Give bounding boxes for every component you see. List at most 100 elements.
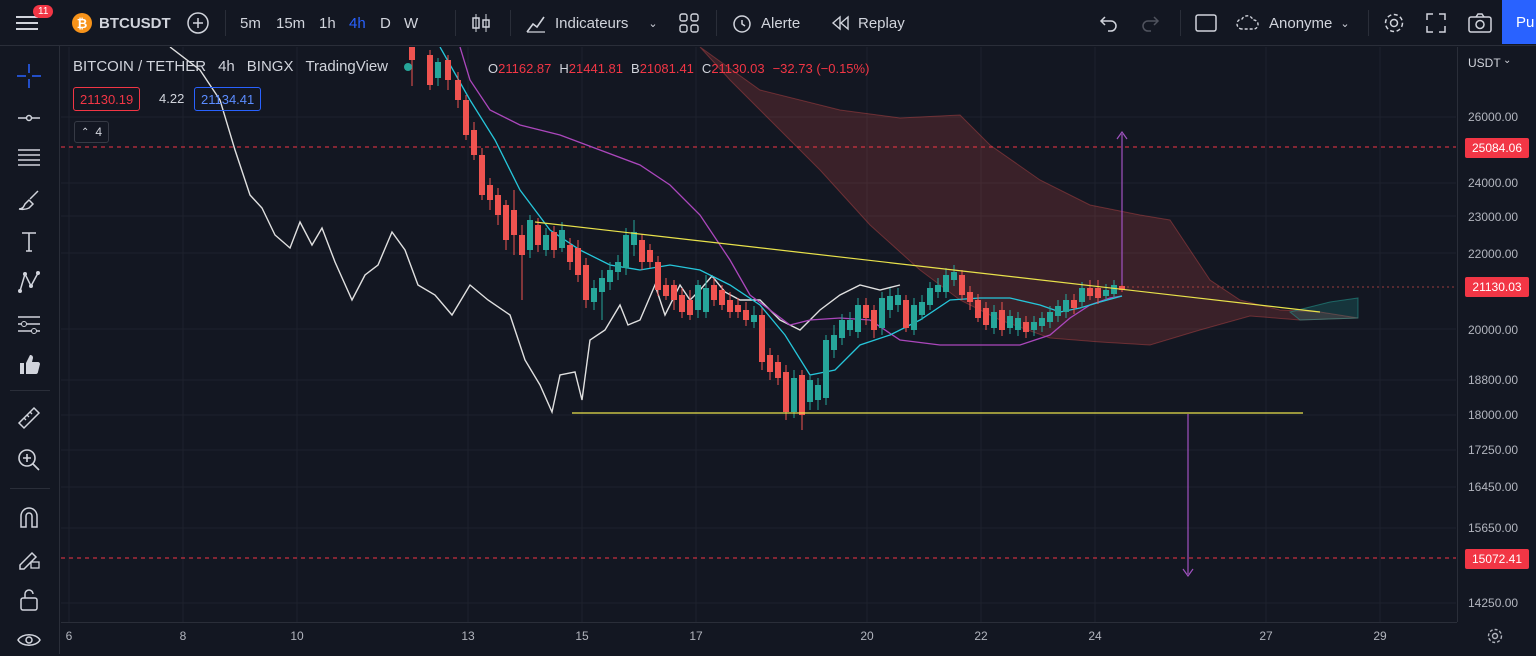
menu-icon[interactable] <box>14 0 40 46</box>
candle-body <box>1119 286 1125 290</box>
settings-gear-icon[interactable] <box>1382 0 1406 46</box>
candle-body <box>823 340 829 398</box>
pattern-icon[interactable] <box>13 266 45 298</box>
thumbs-up-icon[interactable] <box>13 348 45 380</box>
currency-label[interactable]: USDT <box>1468 56 1501 70</box>
candle-body <box>559 230 565 248</box>
publish-button[interactable]: Pu <box>1502 0 1536 44</box>
trend-line-icon[interactable] <box>13 102 45 134</box>
alert-button[interactable]: Alerte <box>731 0 800 46</box>
lock-icon[interactable] <box>13 584 45 616</box>
candle-body <box>695 285 701 310</box>
candle-body <box>445 60 451 80</box>
zoom-in-icon[interactable] <box>13 444 45 476</box>
candle-body <box>631 232 637 245</box>
open-value: 21162.87 <box>498 61 552 76</box>
y-tick: 16450.00 <box>1468 480 1519 494</box>
price-axis[interactable] <box>1457 47 1536 622</box>
candle-body <box>767 355 773 372</box>
undo-icon[interactable] <box>1097 0 1119 46</box>
candle-type-icon[interactable] <box>470 0 492 46</box>
drawing-toolbar <box>0 46 60 654</box>
candle-body <box>879 298 885 328</box>
candle-body <box>799 375 805 415</box>
timeframe-d[interactable]: D <box>380 14 391 32</box>
legend-source: TradingView <box>305 58 388 75</box>
candle-body <box>647 250 653 262</box>
replay-button[interactable]: Replay <box>830 0 905 46</box>
chevron-down-icon: ⌄ <box>1340 17 1350 30</box>
candle-body <box>1063 300 1069 312</box>
y-tick: 18800.00 <box>1468 373 1519 387</box>
timeframe-5m[interactable]: 5m <box>240 14 261 32</box>
price-chart[interactable] <box>61 47 1456 622</box>
timeframe-1h[interactable]: 1h <box>319 14 336 32</box>
account-label: Anonyme <box>1269 14 1333 32</box>
magnet-icon[interactable] <box>13 502 45 534</box>
candle-body <box>551 232 557 250</box>
eye-icon[interactable] <box>13 624 45 656</box>
axis-settings-gear-icon[interactable] <box>1486 627 1504 650</box>
upper-line-price-label: 25084.06 <box>1465 138 1529 158</box>
x-tick: 6 <box>65 629 73 643</box>
bitcoin-icon: ₿ <box>72 13 92 33</box>
brush-icon[interactable] <box>13 184 45 216</box>
market-open-dot-icon <box>404 62 412 71</box>
candle-body <box>1111 285 1117 294</box>
x-tick: 22 <box>974 629 988 643</box>
x-tick: 17 <box>689 629 703 643</box>
indicators-label: Indicateurs <box>555 14 629 32</box>
indicators-button[interactable]: Indicateurs ⌄ <box>525 0 658 46</box>
fullscreen-square-icon[interactable] <box>1194 0 1218 46</box>
candle-body <box>807 380 813 402</box>
timeframe-w[interactable]: W <box>404 14 419 32</box>
compare-symbol-icon[interactable] <box>186 0 210 46</box>
time-axis[interactable] <box>61 622 1457 654</box>
expand-icon[interactable] <box>1425 0 1447 46</box>
y-tick: 22000.00 <box>1468 247 1519 261</box>
change-value: −32.73 (−0.15%) <box>772 61 870 76</box>
lock-pencil-icon[interactable] <box>13 542 45 574</box>
buy-price-box[interactable]: 21134.41 <box>194 87 262 111</box>
ruler-icon[interactable] <box>13 402 45 434</box>
candle-body <box>895 295 901 305</box>
forecast-icon[interactable] <box>13 308 45 340</box>
candle-body <box>703 288 709 312</box>
candle-body <box>919 302 925 315</box>
candle-body <box>871 310 877 330</box>
candle-body <box>775 362 781 378</box>
timeframe-4h[interactable]: 4h <box>349 14 366 32</box>
candle-body <box>927 288 933 305</box>
crosshair-icon[interactable] <box>13 60 45 92</box>
top-toolbar: 11 ₿ BTCUSDT 5m 15m 1h 4h D W Indicateur… <box>0 0 1536 46</box>
candle-body <box>1015 318 1021 330</box>
symbol-search-button[interactable]: ₿ BTCUSDT <box>72 0 171 46</box>
candle-body <box>543 235 549 250</box>
alert-label: Alerte <box>761 14 801 32</box>
redo-icon[interactable] <box>1140 0 1162 46</box>
layout-grid-icon[interactable] <box>678 0 700 46</box>
candle-body <box>903 300 909 328</box>
sell-price-box[interactable]: 21130.19 <box>73 87 141 111</box>
candle-body <box>743 310 749 320</box>
candle-body <box>527 220 533 250</box>
chevron-up-icon: ⌃ <box>81 126 90 138</box>
timeframe-15m[interactable]: 15m <box>276 14 306 32</box>
indicators-collapse-toggle[interactable]: ⌃ 4 <box>74 121 110 143</box>
candle-body <box>1055 306 1061 316</box>
account-button[interactable]: Anonyme ⌄ <box>1235 0 1350 46</box>
fib-retracement-icon[interactable] <box>13 142 45 174</box>
alarm-clock-icon <box>733 15 751 33</box>
camera-icon[interactable] <box>1467 0 1493 46</box>
text-tool-icon[interactable] <box>13 226 45 258</box>
candle-body <box>831 335 837 350</box>
kijun-sen-line <box>459 47 1123 346</box>
candle-body <box>719 290 725 305</box>
indicators-count: 4 <box>95 125 103 139</box>
candle-body <box>847 320 853 330</box>
ichimoku-cloud <box>699 47 1359 346</box>
candle-body <box>1039 318 1045 326</box>
candle-body <box>1087 288 1093 296</box>
candle-body <box>463 100 469 135</box>
x-tick: 24 <box>1088 629 1102 643</box>
